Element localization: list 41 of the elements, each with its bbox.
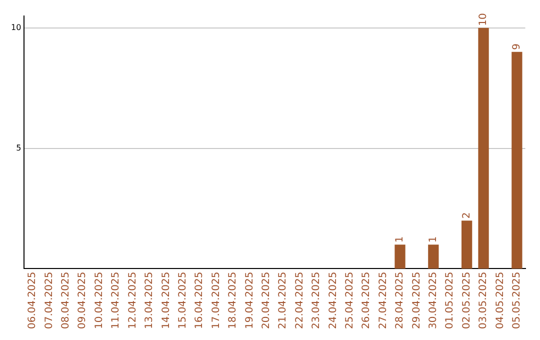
x-tick-label: 15.04.2025 bbox=[177, 272, 188, 330]
x-tick-label: 14.04.2025 bbox=[160, 272, 172, 330]
bar bbox=[512, 52, 522, 269]
x-tick-label: 11.04.2025 bbox=[110, 272, 122, 330]
x-tick-label: 01.05.2025 bbox=[444, 272, 456, 330]
bar bbox=[478, 28, 489, 269]
x-tick-label: 26.04.2025 bbox=[361, 272, 372, 330]
x-tick-label: 16.04.2025 bbox=[194, 272, 206, 330]
data-label: 1 bbox=[428, 236, 440, 243]
bar bbox=[394, 244, 406, 269]
x-tick-label: 24.04.2025 bbox=[328, 272, 339, 330]
x-tick-label: 17.04.2025 bbox=[210, 272, 222, 330]
x-tick-label: 05.05.2025 bbox=[512, 272, 523, 330]
data-label: 2 bbox=[461, 212, 472, 219]
data-label: 9 bbox=[512, 44, 523, 50]
x-tick-label: 13.04.2025 bbox=[144, 272, 156, 330]
data-label: 1 bbox=[394, 236, 406, 243]
x-tick-label: 04.05.2025 bbox=[494, 272, 506, 330]
x-tick-label: 22.04.2025 bbox=[294, 272, 306, 330]
x-tick-label: 25.04.2025 bbox=[344, 272, 356, 330]
x-tick-label: 03.05.2025 bbox=[478, 272, 490, 330]
data-label: 10 bbox=[478, 13, 490, 26]
x-tick-label: 30.04.2025 bbox=[428, 272, 440, 330]
bar bbox=[462, 220, 472, 269]
x-tick-label: 20.04.2025 bbox=[260, 272, 272, 330]
x-tick-label: 09.04.2025 bbox=[77, 272, 88, 330]
bar bbox=[428, 244, 439, 269]
y-tick-label: 5 bbox=[16, 143, 22, 152]
x-tick-label: 23.04.2025 bbox=[311, 272, 322, 330]
x-tick-label: 08.04.2025 bbox=[60, 272, 72, 330]
x-tick-label: 18.04.2025 bbox=[228, 272, 239, 330]
x-tick-label: 27.04.2025 bbox=[378, 272, 389, 330]
x-tick-label: 21.04.2025 bbox=[278, 272, 289, 330]
x-tick-label: 10.04.2025 bbox=[94, 272, 105, 330]
x-tick-label: 02.05.2025 bbox=[461, 272, 472, 330]
x-tick-label: 29.04.2025 bbox=[411, 272, 422, 330]
x-tick-label: 12.04.2025 bbox=[127, 272, 138, 330]
x-tick-label: 07.04.2025 bbox=[44, 272, 55, 330]
x-tick-label: 19.04.2025 bbox=[244, 272, 256, 330]
x-tick-label: 28.04.2025 bbox=[394, 272, 406, 330]
x-tick-label: 06.04.2025 bbox=[27, 272, 38, 330]
